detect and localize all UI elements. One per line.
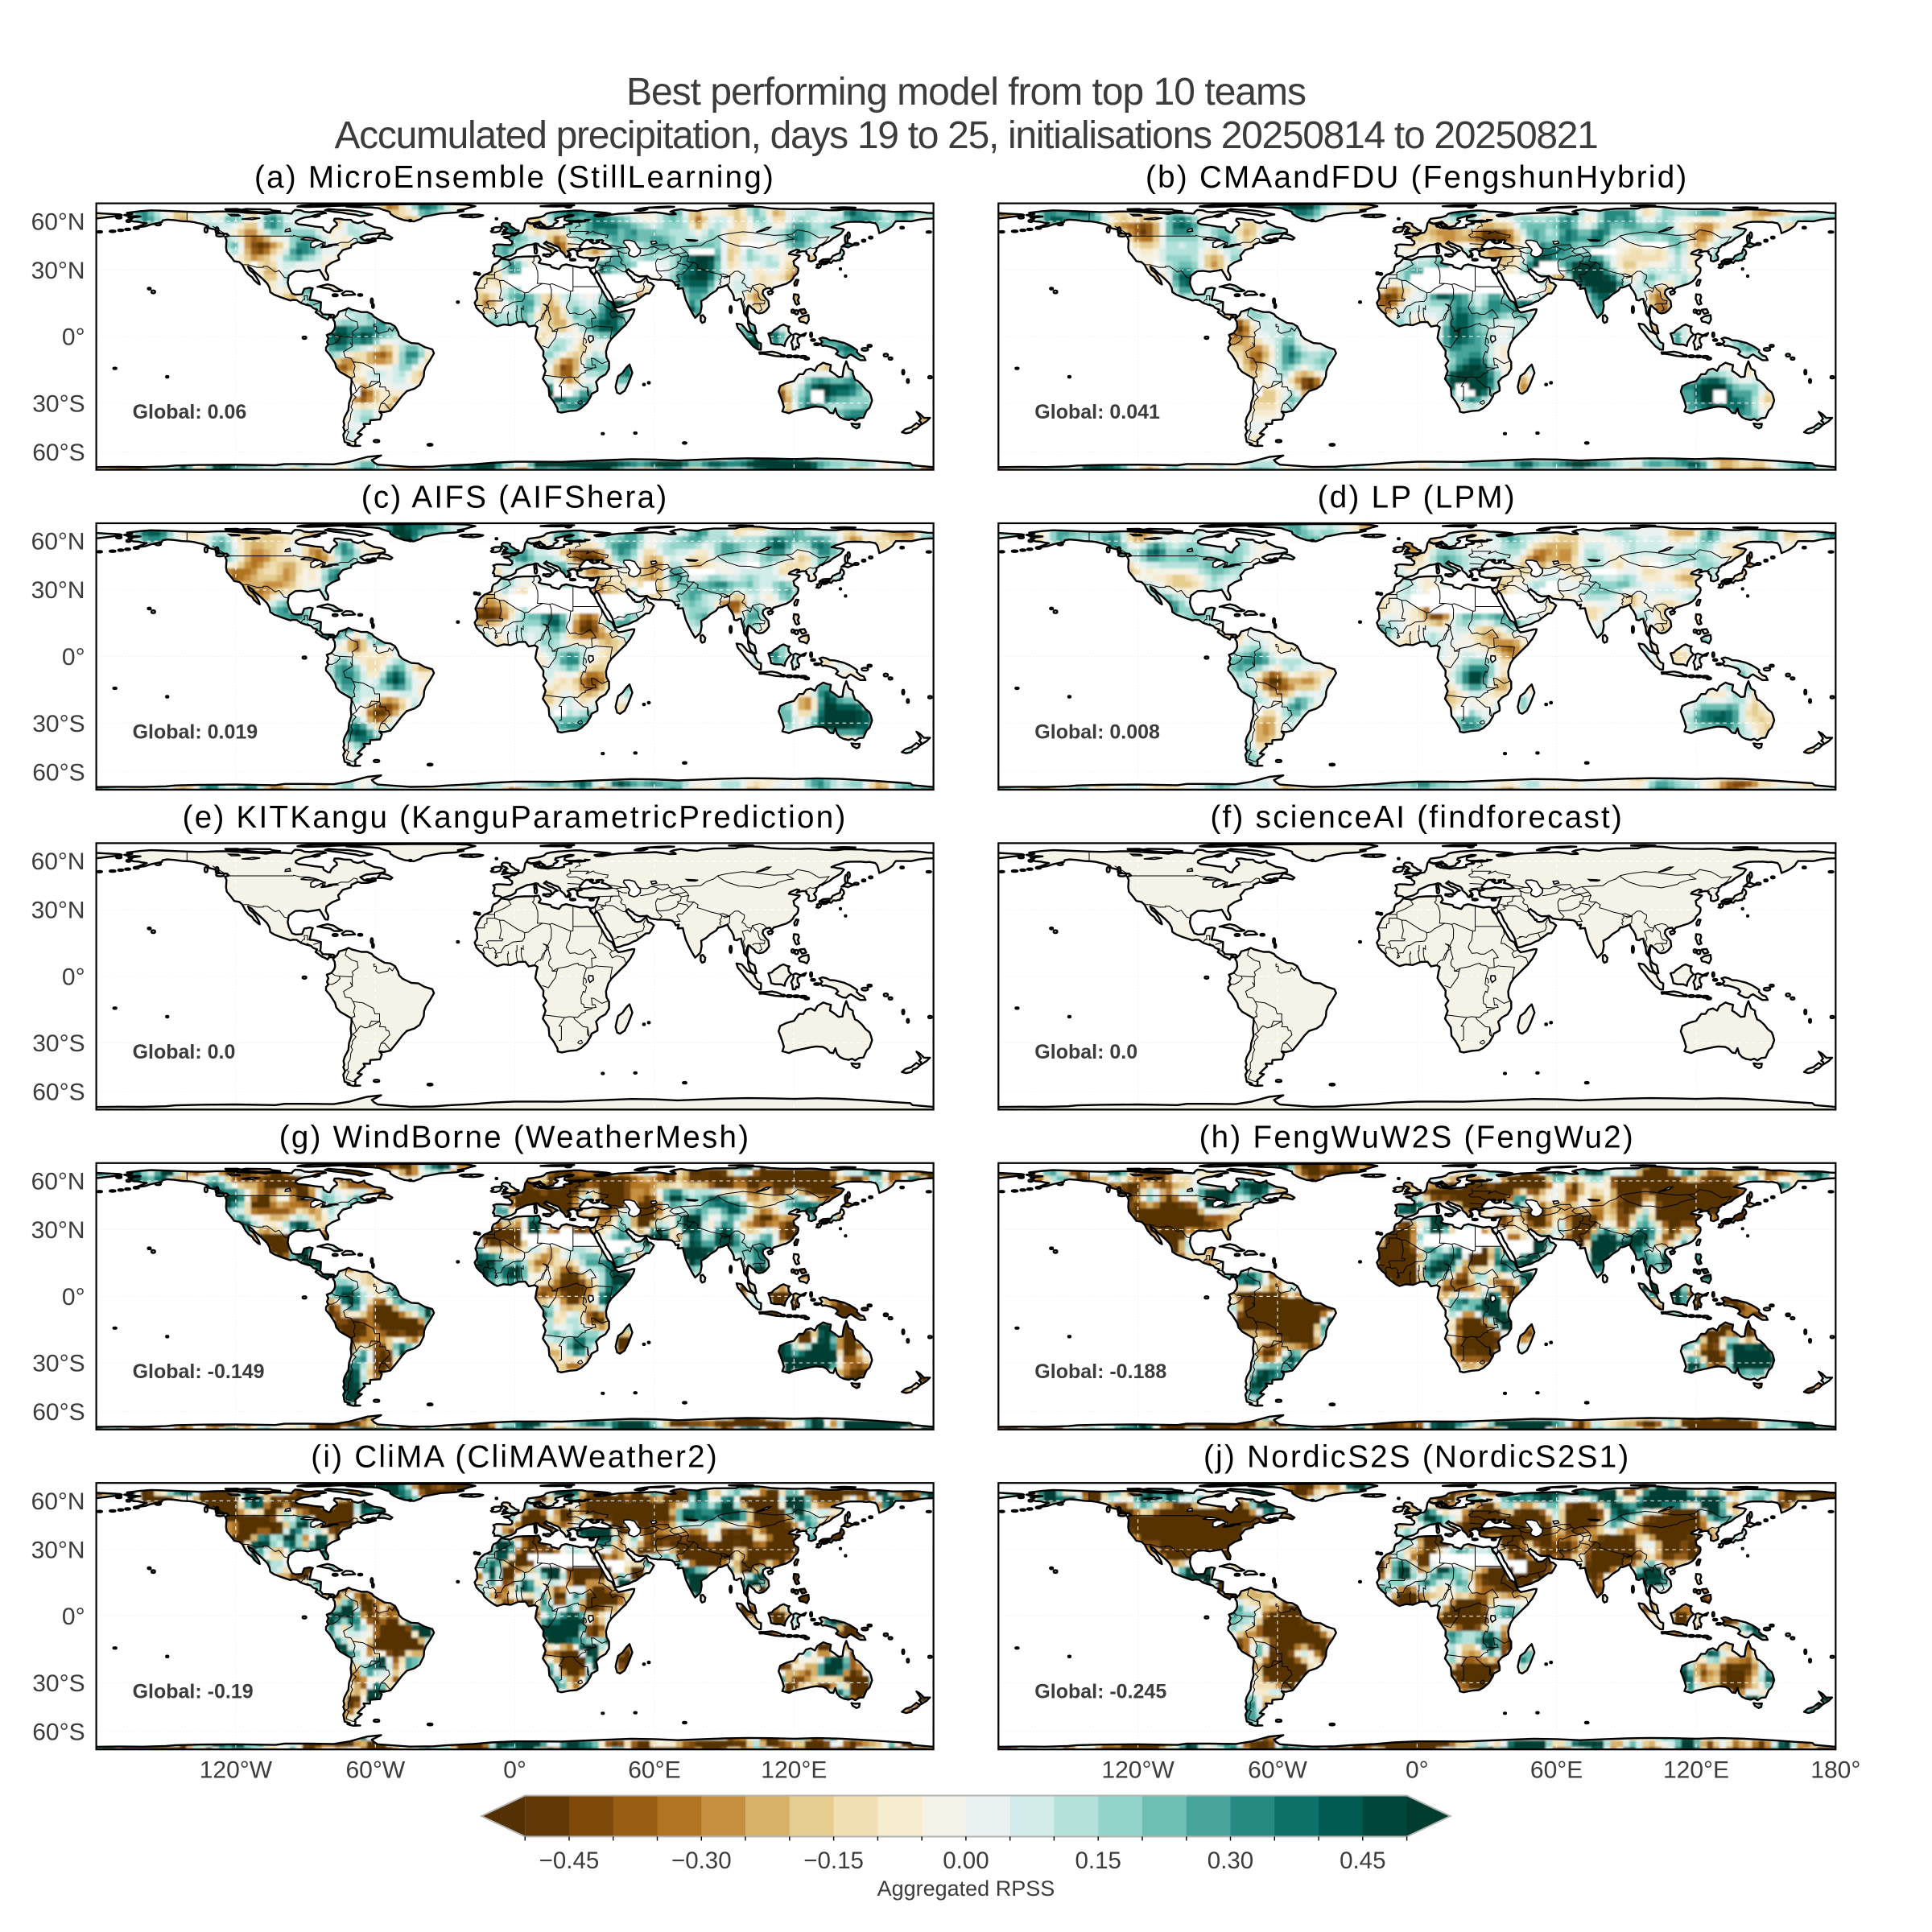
svg-text:(b) CMAandFDU (FengshunHybrid): (b) CMAandFDU (FengshunHybrid) bbox=[1146, 160, 1689, 195]
svg-text:60°S: 60°S bbox=[32, 1080, 85, 1106]
svg-text:30°S: 30°S bbox=[32, 1030, 85, 1057]
svg-text:60°E: 60°E bbox=[1530, 1757, 1583, 1784]
svg-text:60°W: 60°W bbox=[345, 1757, 405, 1784]
svg-text:60°E: 60°E bbox=[628, 1757, 680, 1784]
svg-text:0°: 0° bbox=[62, 644, 85, 671]
svg-text:(g) WindBorne (WeatherMesh): (g) WindBorne (WeatherMesh) bbox=[279, 1120, 751, 1154]
svg-text:0°: 0° bbox=[1406, 1757, 1429, 1784]
svg-text:(f) scienceAI (findforecast): (f) scienceAI (findforecast) bbox=[1210, 800, 1624, 835]
svg-text:0.30: 0.30 bbox=[1208, 1847, 1253, 1874]
svg-text:30°S: 30°S bbox=[32, 390, 85, 417]
svg-text:30°N: 30°N bbox=[31, 1217, 85, 1244]
svg-text:0°: 0° bbox=[62, 964, 85, 990]
svg-text:120°W: 120°W bbox=[1101, 1757, 1174, 1784]
svg-text:120°E: 120°E bbox=[1663, 1757, 1729, 1784]
svg-text:60°S: 60°S bbox=[32, 1399, 85, 1426]
svg-text:0°: 0° bbox=[62, 1284, 85, 1311]
svg-text:Global: 0.0: Global: 0.0 bbox=[1034, 1041, 1137, 1063]
svg-text:120°E: 120°E bbox=[761, 1757, 827, 1784]
svg-text:Global: 0.041: Global: 0.041 bbox=[1034, 401, 1160, 423]
svg-text:0.45: 0.45 bbox=[1340, 1847, 1385, 1874]
svg-text:60°S: 60°S bbox=[32, 759, 85, 786]
svg-text:0.00: 0.00 bbox=[943, 1847, 989, 1874]
svg-text:0°: 0° bbox=[62, 1604, 85, 1630]
svg-text:(c) AIFS (AIFShera): (c) AIFS (AIFShera) bbox=[361, 481, 669, 515]
svg-text:30°N: 30°N bbox=[31, 577, 85, 604]
svg-text:(e) KITKangu (KanguParametricP: (e) KITKangu (KanguParametricPrediction) bbox=[183, 800, 848, 835]
svg-text:−0.15: −0.15 bbox=[803, 1847, 864, 1874]
svg-text:60°N: 60°N bbox=[31, 848, 85, 875]
svg-text:30°N: 30°N bbox=[31, 258, 85, 284]
svg-text:Best performing model from top: Best performing model from top 10 teams bbox=[626, 71, 1306, 114]
svg-text:30°S: 30°S bbox=[32, 711, 85, 737]
svg-text:Global: 0.008: Global: 0.008 bbox=[1034, 720, 1160, 743]
svg-text:(h) FengWuW2S (FengWu2): (h) FengWuW2S (FengWu2) bbox=[1199, 1120, 1635, 1154]
svg-text:(i) CliMA (CliMAWeather2): (i) CliMA (CliMAWeather2) bbox=[311, 1440, 719, 1475]
svg-text:30°S: 30°S bbox=[32, 1351, 85, 1377]
svg-text:60°S: 60°S bbox=[32, 1719, 85, 1746]
svg-text:60°N: 60°N bbox=[31, 208, 85, 235]
svg-text:60°N: 60°N bbox=[31, 1169, 85, 1195]
svg-text:0.15: 0.15 bbox=[1075, 1847, 1121, 1874]
svg-text:30°N: 30°N bbox=[31, 898, 85, 924]
svg-text:60°N: 60°N bbox=[31, 1488, 85, 1515]
svg-text:(j) NordicS2S (NordicS2S1): (j) NordicS2S (NordicS2S1) bbox=[1203, 1440, 1631, 1475]
svg-text:60°W: 60°W bbox=[1248, 1757, 1307, 1784]
svg-text:30°N: 30°N bbox=[31, 1538, 85, 1564]
svg-text:30°S: 30°S bbox=[32, 1670, 85, 1697]
svg-text:Aggregated RPSS: Aggregated RPSS bbox=[877, 1876, 1055, 1901]
svg-text:60°S: 60°S bbox=[32, 440, 85, 466]
svg-text:0°: 0° bbox=[503, 1757, 526, 1784]
svg-text:−0.30: −0.30 bbox=[671, 1847, 732, 1874]
svg-text:Accumulated precipitation, day: Accumulated precipitation, days 19 to 25… bbox=[334, 114, 1597, 157]
svg-text:60°N: 60°N bbox=[31, 529, 85, 555]
svg-text:0°: 0° bbox=[62, 324, 85, 351]
svg-text:Global: -0.245: Global: -0.245 bbox=[1034, 1681, 1166, 1703]
svg-text:−0.45: −0.45 bbox=[539, 1847, 600, 1874]
svg-text:(a) MicroEnsemble (StillLearni: (a) MicroEnsemble (StillLearning) bbox=[254, 160, 775, 195]
svg-text:Global: 0.06: Global: 0.06 bbox=[133, 401, 247, 423]
svg-text:Global: -0.188: Global: -0.188 bbox=[1034, 1360, 1166, 1383]
svg-text:Global: -0.149: Global: -0.149 bbox=[133, 1360, 265, 1383]
svg-text:Global: -0.19: Global: -0.19 bbox=[133, 1681, 254, 1703]
svg-text:Global: 0.0: Global: 0.0 bbox=[133, 1041, 236, 1063]
svg-text:Global: 0.019: Global: 0.019 bbox=[133, 720, 258, 743]
svg-text:120°W: 120°W bbox=[200, 1757, 273, 1784]
svg-text:180°: 180° bbox=[1810, 1757, 1860, 1784]
svg-text:(d) LP (LPM): (d) LP (LPM) bbox=[1318, 481, 1517, 515]
